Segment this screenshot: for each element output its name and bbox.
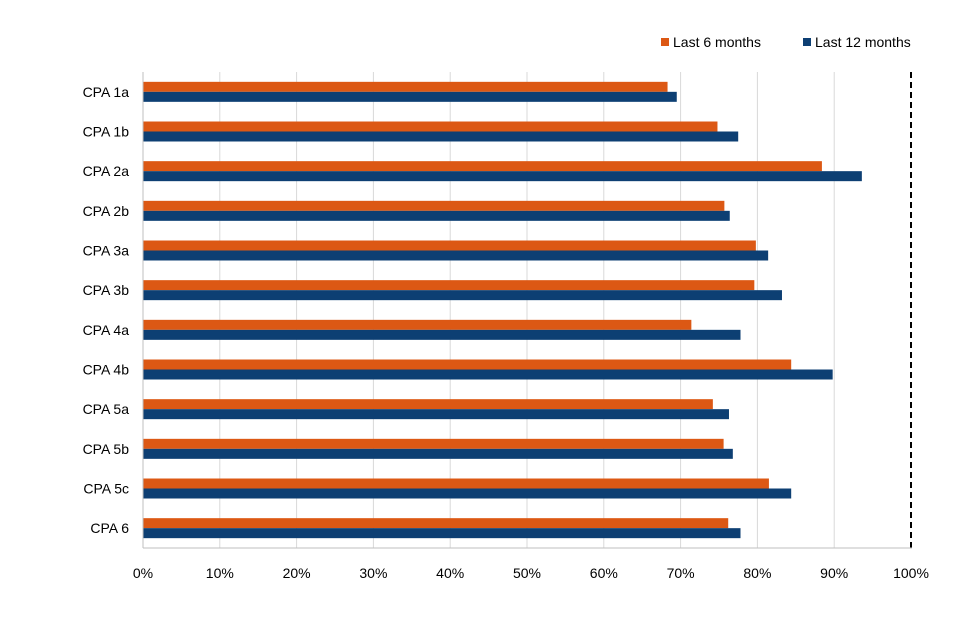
x-tick-label: 100%: [893, 565, 929, 581]
bar-last-6-months: [143, 478, 769, 489]
bar-last-12-months: [143, 528, 741, 539]
gridlines: [219, 72, 912, 548]
axes: 0% 10% 20% 30% 40% 50% 60% 70% 80% 90% 100% CPA 1a C…: [83, 72, 929, 581]
category-label: CPA 1b: [83, 124, 130, 140]
category-label: CPA 5b: [83, 441, 130, 457]
x-tick-label: 80%: [743, 565, 771, 581]
legend-swatch: [661, 38, 669, 46]
x-tick-label: 40%: [436, 565, 464, 581]
bar-last-12-months: [143, 210, 730, 221]
x-tick-label: 10%: [206, 565, 234, 581]
bar-last-12-months: [143, 91, 677, 102]
category-label: CPA 4b: [83, 362, 130, 378]
bar-last-12-months: [143, 409, 729, 420]
x-tick-label: 0%: [133, 565, 153, 581]
bar-last-6-months: [143, 240, 756, 251]
bar-last-6-months: [143, 81, 668, 92]
bar-last-6-months: [143, 161, 822, 172]
bar-last-6-months: [143, 399, 713, 410]
category-label: CPA 3b: [83, 282, 130, 298]
bar-last-12-months: [143, 250, 769, 261]
bar-last-6-months: [143, 518, 729, 529]
x-tick-label: 60%: [590, 565, 618, 581]
category-label: CPA 6: [90, 520, 129, 536]
category-label: CPA 2b: [83, 203, 130, 219]
x-tick-label: 90%: [820, 565, 848, 581]
bar-last-6-months: [143, 319, 692, 330]
bar-last-12-months: [143, 448, 733, 459]
legend-label: Last 6 months: [673, 34, 761, 50]
category-label: CPA 1a: [83, 84, 130, 100]
x-tick-label: 20%: [283, 565, 311, 581]
category-label: CPA 5a: [83, 401, 130, 417]
bar-last-6-months: [143, 280, 755, 291]
category-label: CPA 5c: [83, 481, 129, 497]
bar-last-12-months: [143, 488, 792, 499]
bar-last-6-months: [143, 438, 724, 449]
bar-last-6-months: [143, 359, 792, 370]
bar-last-12-months: [143, 131, 739, 142]
bar-last-12-months: [143, 171, 862, 182]
x-tick-label: 30%: [359, 565, 387, 581]
bar-last-6-months: [143, 200, 725, 211]
legend: Last 6 months Last 12 months: [661, 34, 911, 50]
bars: [143, 81, 862, 539]
legend-label: Last 12 months: [815, 34, 911, 50]
bar-last-12-months: [143, 329, 741, 340]
bar-last-12-months: [143, 290, 782, 301]
bar-last-12-months: [143, 369, 833, 380]
bar-last-6-months: [143, 121, 718, 132]
legend-swatch: [803, 38, 811, 46]
x-tick-label: 50%: [513, 565, 541, 581]
category-label: CPA 2a: [83, 163, 130, 179]
category-label: CPA 3a: [83, 243, 130, 259]
category-label: CPA 4a: [83, 322, 130, 338]
x-tick-label: 70%: [667, 565, 695, 581]
